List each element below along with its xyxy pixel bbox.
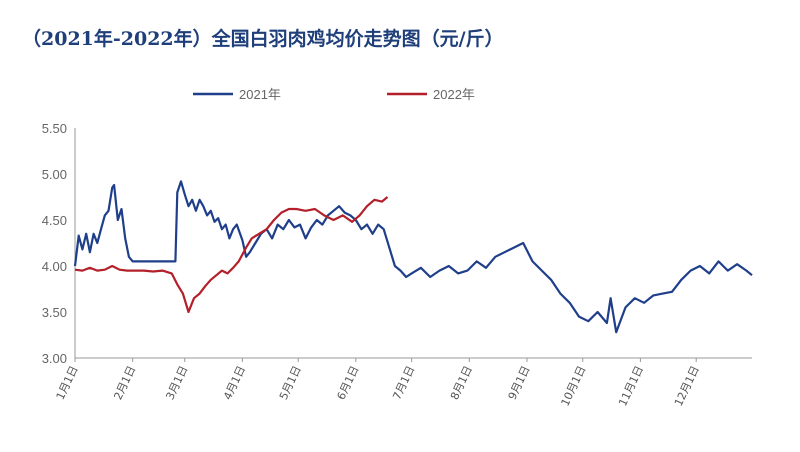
x-tick-label: 9月1日 bbox=[506, 364, 533, 402]
x-tick-label: 10月1日 bbox=[559, 364, 589, 408]
x-tick-label: 5月1日 bbox=[277, 364, 304, 402]
x-tick-label: 11月1日 bbox=[616, 364, 646, 408]
y-axis: 3.00 3.50 4.00 4.50 5.00 5.50 bbox=[42, 121, 76, 366]
legend-label: 2022年 bbox=[433, 87, 475, 102]
plot-lines bbox=[73, 180, 753, 334]
y-tick-label: 4.50 bbox=[42, 213, 67, 228]
legend-label: 2021年 bbox=[239, 87, 281, 102]
x-tick-label: 3月1日 bbox=[163, 364, 190, 402]
x-tick-label: 8月1日 bbox=[448, 364, 475, 402]
series-line-2021 bbox=[73, 180, 753, 334]
x-tick-label: 2月1日 bbox=[111, 364, 138, 402]
x-tick-label: 6月1日 bbox=[335, 364, 362, 402]
y-tick-label: 3.00 bbox=[42, 351, 67, 366]
legend: 2021年 2022年 bbox=[193, 87, 475, 102]
x-tick-label: 12月1日 bbox=[672, 364, 702, 408]
x-tick-label: 1月1日 bbox=[54, 364, 81, 402]
series-line-2022 bbox=[74, 196, 389, 314]
y-tick-label: 3.50 bbox=[42, 305, 67, 320]
y-tick-label: 5.50 bbox=[42, 121, 67, 136]
y-tick-label: 4.00 bbox=[42, 259, 67, 274]
x-tick-label: 7月1日 bbox=[390, 364, 417, 402]
x-tick-label: 4月1日 bbox=[221, 364, 248, 402]
y-tick-label: 5.00 bbox=[42, 167, 67, 182]
chart-title: （2021年-2022年）全国白羽肉鸡均价走势图（元/斤） bbox=[22, 28, 504, 50]
x-axis: 1月1日 2月1日 3月1日 4月1日 5月1日 6月1日 7月1日 8月1日 9月1日 10月1… bbox=[54, 357, 752, 408]
